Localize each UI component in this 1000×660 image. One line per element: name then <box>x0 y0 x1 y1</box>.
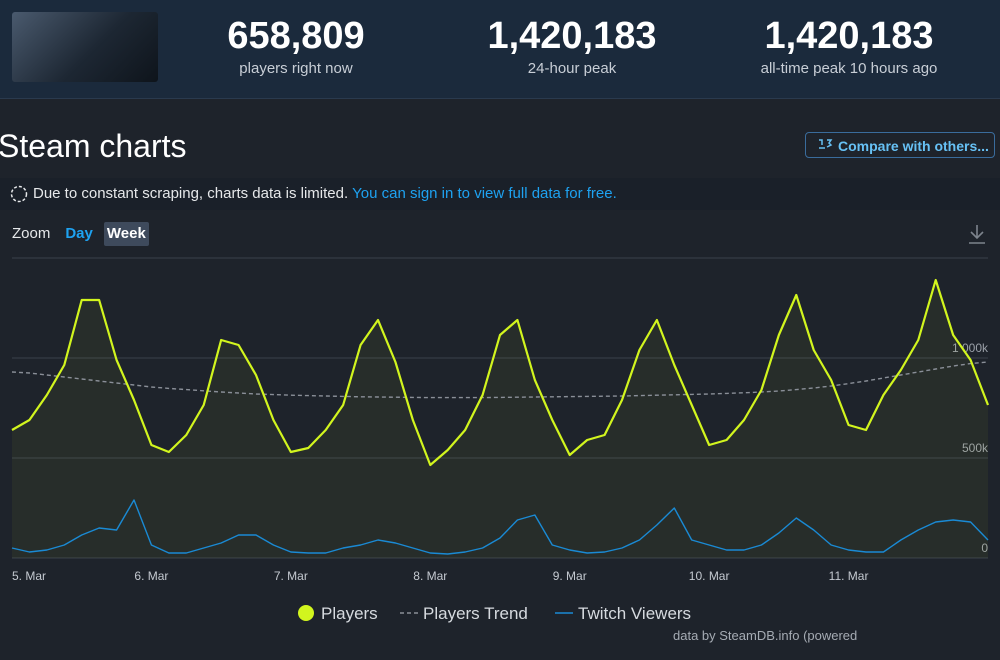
x-tick-label: 6. Mar <box>134 569 168 583</box>
stat: 658,809 players right now <box>166 14 426 77</box>
stat: 1,420,183 all-time peak 10 hours ago <box>719 14 979 77</box>
x-tick-label: 9. Mar <box>553 569 587 583</box>
stat-value: 1,420,183 <box>764 15 934 57</box>
x-tick-label: 7. Mar <box>274 569 308 583</box>
series-line <box>11 278 990 467</box>
download-icon[interactable] <box>966 222 988 246</box>
x-tick-label: 8. Mar <box>413 569 447 583</box>
y-tick-label: 0 <box>981 541 988 555</box>
stat-label: players right now <box>239 60 353 77</box>
notice-bar: Due to constant scraping, charts data is… <box>0 178 1000 210</box>
series-line <box>11 499 989 555</box>
legend-label: Players Trend <box>423 604 528 623</box>
stat-value: 1,420,183 <box>487 15 657 57</box>
zoom-option[interactable]: Week <box>103 222 149 246</box>
players-area <box>12 280 988 558</box>
notice-icon <box>10 185 28 203</box>
stat: 1,420,183 24-hour peak <box>442 14 702 77</box>
compare-icon <box>819 139 833 149</box>
chart-credit: data by SteamDB.info (powered <box>673 628 858 643</box>
page-title: Steam charts <box>0 128 187 164</box>
sign-in-link[interactable]: You can sign in to view full data for fr… <box>352 185 617 202</box>
x-tick-label: 5. Mar <box>12 569 46 583</box>
legend-label: Twitch Viewers <box>578 604 691 623</box>
compare-button[interactable]: Compare with others... <box>805 132 995 158</box>
notice-text: Due to constant scraping, charts data is… <box>33 185 349 202</box>
legend-label: Players <box>321 604 378 623</box>
stat-label: all-time peak 10 hours ago <box>760 60 938 77</box>
zoom-label: Zoom <box>12 225 51 242</box>
y-tick-label: 500k <box>962 441 989 455</box>
x-tick-label: 10. Mar <box>689 569 730 583</box>
series-line <box>11 361 989 399</box>
stat-value: 658,809 <box>227 15 365 57</box>
header: 658,809 players right now 1,420,183 24-hou… <box>0 0 1000 99</box>
zoom-controls: Zoom Day Week <box>12 222 157 246</box>
game-thumbnail <box>12 12 158 82</box>
stat-label: 24-hour peak <box>527 60 617 77</box>
legend-symbol <box>298 605 314 621</box>
x-tick-label: 11. Mar <box>829 569 869 583</box>
y-tick-label: 1 000k <box>952 341 989 355</box>
zoom-option[interactable]: Day <box>65 225 93 242</box>
